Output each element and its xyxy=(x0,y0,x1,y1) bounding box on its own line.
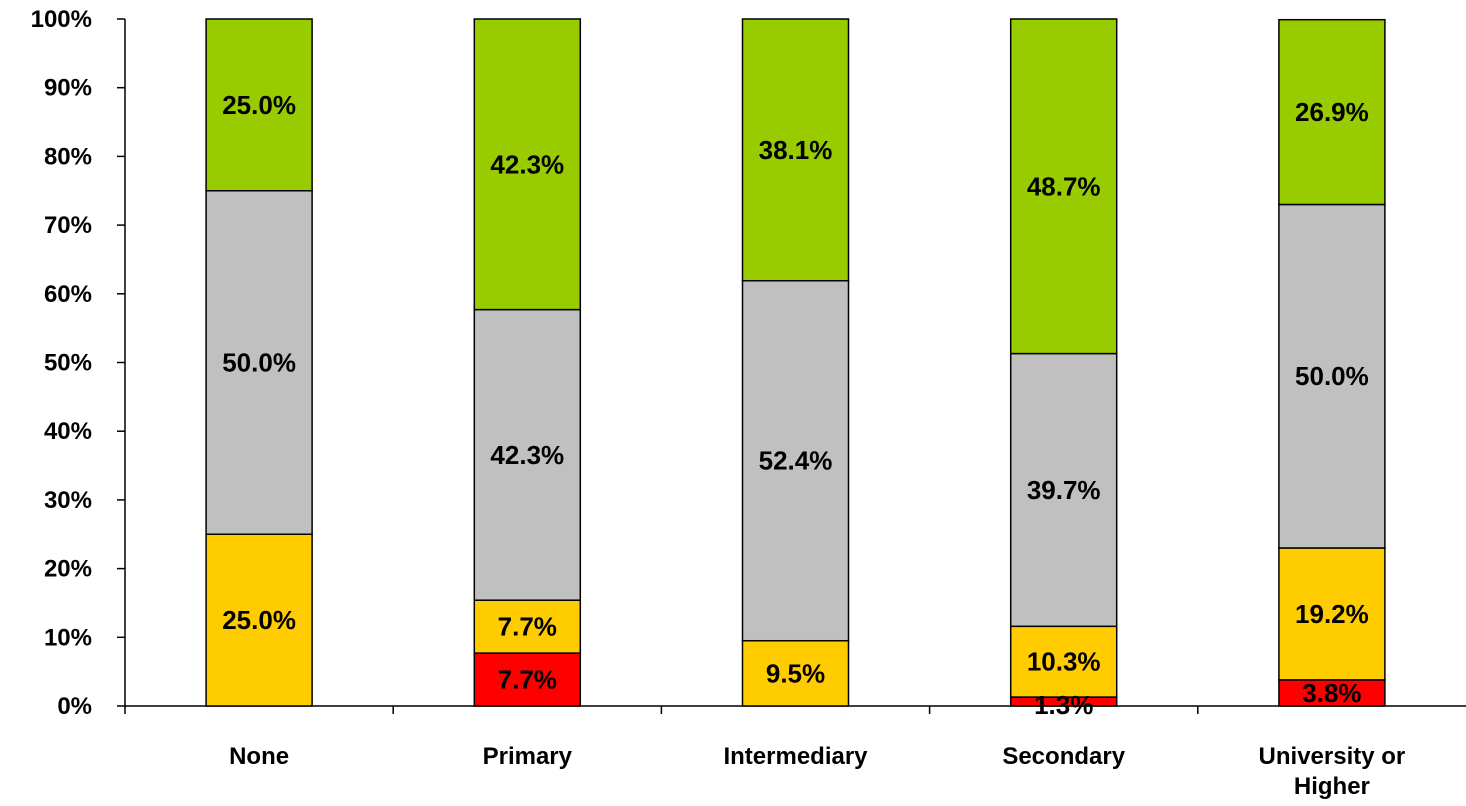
bar-segment xyxy=(473,652,582,707)
y-tick-label: 30% xyxy=(44,487,92,514)
y-tick-label: 0% xyxy=(57,693,92,720)
data-label: 25.0% xyxy=(222,90,296,120)
y-tick-label: 80% xyxy=(44,143,92,170)
data-labels: 25.0% 50.0% 25.0% 7.7% 7.7% 42.3% 42.3% 9.5% 52.… xyxy=(222,90,1369,720)
y-tick-label: 90% xyxy=(44,75,92,102)
bar-segment xyxy=(205,533,313,707)
bar-segment xyxy=(473,308,582,601)
data-label: 52.4% xyxy=(759,446,833,476)
bar-segment xyxy=(1009,352,1118,628)
y-tick-label: 60% xyxy=(44,281,92,308)
data-label: 50.0% xyxy=(1295,361,1369,391)
y-tick-label: 40% xyxy=(44,418,92,445)
bar-segment xyxy=(473,18,582,311)
x-tick-label: None xyxy=(229,743,289,770)
y-tick-label: 10% xyxy=(44,624,92,651)
data-label: 38.1% xyxy=(759,135,833,165)
bar-segment xyxy=(1278,547,1386,681)
bar-segment xyxy=(1009,18,1118,355)
axes: 0% 10% 20% 30% 40% 50% 60% 70% 80% 90% 100% None Pri… xyxy=(31,6,1466,800)
bar-segment xyxy=(205,190,313,535)
y-tick-label: 100% xyxy=(31,6,92,33)
y-tick-label: 70% xyxy=(44,212,92,239)
x-tick-label: Primary xyxy=(483,743,573,770)
x-tick-label: University or Higher xyxy=(1259,743,1406,800)
data-label: 7.7% xyxy=(498,665,557,695)
bar-segment xyxy=(1278,18,1386,206)
bar-segment xyxy=(741,18,850,282)
x-tick-label: Intermediary xyxy=(723,743,868,770)
data-label: 10.3% xyxy=(1027,647,1101,677)
y-tick-label: 50% xyxy=(44,350,92,377)
data-label: 1.3% xyxy=(1034,690,1093,720)
data-label: 9.5% xyxy=(766,658,825,688)
bar-segment xyxy=(1278,203,1386,549)
data-label: 50.0% xyxy=(222,348,296,378)
x-tick-label: Secondary xyxy=(1002,743,1125,770)
data-label: 3.8% xyxy=(1302,678,1361,708)
data-label: 26.9% xyxy=(1295,97,1369,127)
data-label: 25.0% xyxy=(222,605,296,635)
data-label: 39.7% xyxy=(1027,475,1101,505)
data-label: 48.7% xyxy=(1027,171,1101,201)
bar-segment xyxy=(473,599,582,654)
bar-segment xyxy=(1278,679,1386,707)
bar-segment xyxy=(741,279,850,642)
data-label: 42.3% xyxy=(490,440,564,470)
bar-segment xyxy=(1009,625,1118,698)
data-label: 7.7% xyxy=(498,612,557,642)
bars xyxy=(205,18,1386,707)
data-label: 19.2% xyxy=(1295,599,1369,629)
bar-segment xyxy=(205,18,313,192)
data-label: 42.3% xyxy=(490,149,564,179)
y-tick-label: 20% xyxy=(44,556,92,583)
